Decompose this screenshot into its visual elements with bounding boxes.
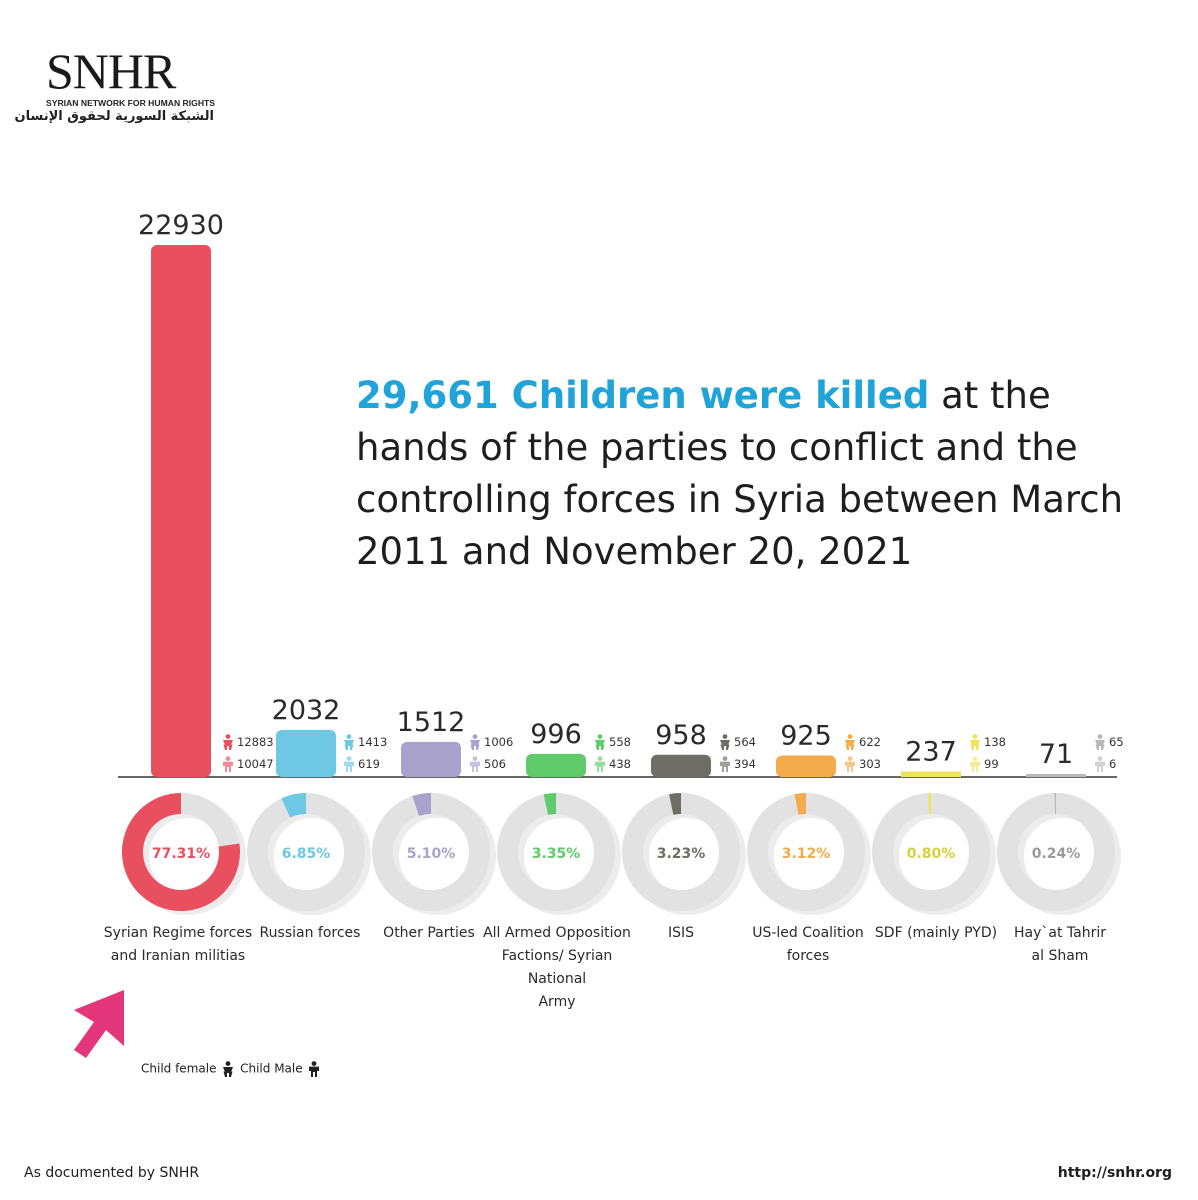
male-icon-1 bbox=[344, 756, 354, 772]
logo-wordmark: SNHR bbox=[46, 43, 176, 99]
bar-4 bbox=[651, 754, 711, 777]
male-count-2: 506 bbox=[484, 757, 506, 771]
category-label-line: ISIS bbox=[667, 925, 695, 941]
male-count-3: 438 bbox=[609, 757, 631, 771]
donut-slice-2 bbox=[412, 793, 432, 817]
bar-5 bbox=[776, 755, 836, 777]
category-label-0: Syrian Regime forces and Iranian militias bbox=[93, 922, 263, 968]
legend-male-label: Child Male bbox=[240, 1061, 303, 1076]
bar-value-label-6: 237 bbox=[905, 737, 957, 768]
snhr-logo: SNHR SYRIAN NETWORK FOR HUMAN RIGHTS الش… bbox=[14, 43, 246, 124]
female-count-6: 138 bbox=[984, 735, 1006, 749]
female-count-7: 65 bbox=[1109, 735, 1124, 749]
female-count-5: 622 bbox=[859, 735, 881, 749]
bar-value-label-7: 71 bbox=[1039, 739, 1073, 770]
female-icon-0 bbox=[223, 734, 233, 750]
bar-6 bbox=[901, 771, 961, 777]
donut-percent-label-7: 0.24% bbox=[1032, 846, 1081, 862]
category-label-line: al Sham bbox=[1031, 948, 1089, 964]
donut-percent-label-6: 0.80% bbox=[907, 846, 956, 862]
bar-value-label-2: 1512 bbox=[397, 707, 466, 738]
female-count-2: 1006 bbox=[484, 735, 513, 749]
category-label-5: US-led Coalition forces bbox=[723, 922, 893, 968]
category-label-4: ISIS bbox=[596, 922, 766, 945]
headline-rest: at the hands of the parties to conflict … bbox=[356, 374, 1124, 573]
female-icon-6 bbox=[970, 734, 980, 750]
category-label-line: Syrian Regime forces bbox=[103, 925, 253, 941]
male-count-4: 394 bbox=[734, 757, 756, 771]
category-label-line: Factions/ Syrian National bbox=[501, 948, 613, 987]
male-icon-2 bbox=[470, 756, 480, 772]
donut-percent-label-3: 3.35% bbox=[532, 846, 581, 862]
category-label-line: All Armed Opposition bbox=[483, 925, 631, 941]
female-count-4: 564 bbox=[734, 735, 756, 749]
headline: 29,661 Children were killed at the hands… bbox=[356, 370, 1156, 578]
category-label-line: Other Parties bbox=[383, 925, 475, 941]
category-label-7: Hay`at Tahrir al Sham bbox=[975, 922, 1145, 968]
bar-value-label-0: 22930 bbox=[138, 210, 224, 241]
category-label-line: Hay`at Tahrir bbox=[1014, 925, 1106, 941]
donut-percent-label-5: 3.12% bbox=[782, 846, 831, 862]
pointer-arrow bbox=[74, 990, 124, 1058]
bar-2 bbox=[401, 741, 461, 777]
child-male-icon bbox=[309, 1061, 320, 1077]
legend-female-label: Child female bbox=[141, 1061, 217, 1076]
donut-percent-label-1: 6.85% bbox=[282, 846, 331, 862]
bar-7 bbox=[1026, 774, 1086, 777]
male-icon-4 bbox=[720, 756, 730, 772]
category-label-3: All Armed Opposition Factions/ Syrian Nat… bbox=[472, 922, 642, 1014]
female-count-3: 558 bbox=[609, 735, 631, 749]
female-icon-3 bbox=[595, 734, 605, 750]
category-label-6: SDF (mainly PYD) bbox=[851, 922, 1021, 945]
female-icon-2 bbox=[470, 734, 480, 750]
child-female-icon bbox=[223, 1061, 234, 1077]
category-label-line: forces bbox=[786, 948, 830, 964]
male-icon-5 bbox=[845, 756, 855, 772]
donut-slice-1 bbox=[281, 793, 307, 818]
category-label-line: and Iranian militias bbox=[110, 948, 246, 964]
donut-slice-0 bbox=[122, 793, 240, 911]
category-label-line: Army bbox=[538, 994, 576, 1010]
category-label-line: Russian forces bbox=[259, 925, 361, 941]
male-icon-0 bbox=[223, 756, 233, 772]
bar-value-label-1: 2032 bbox=[272, 695, 341, 726]
donut-percent-label-4: 3.23% bbox=[657, 846, 706, 862]
male-icon-3 bbox=[595, 756, 605, 772]
bar-value-label-3: 996 bbox=[530, 719, 582, 750]
legend: Child female Child Male bbox=[141, 1061, 322, 1077]
male-icon-7 bbox=[1095, 756, 1105, 772]
female-icon-4 bbox=[720, 734, 730, 750]
donut-slice-4 bbox=[669, 793, 682, 815]
donut-slice-3 bbox=[543, 793, 557, 815]
male-count-5: 303 bbox=[859, 757, 881, 771]
category-label-line: US-led Coalition bbox=[752, 925, 864, 941]
female-count-0: 12883 bbox=[237, 735, 274, 749]
logo-english-name: SYRIAN NETWORK FOR HUMAN RIGHTS bbox=[46, 98, 216, 108]
category-label-line: SDF (mainly PYD) bbox=[874, 925, 998, 941]
female-count-1: 1413 bbox=[358, 735, 387, 749]
headline-highlight: 29,661 Children were killed bbox=[356, 374, 930, 417]
female-icon-5 bbox=[845, 734, 855, 750]
male-count-1: 619 bbox=[358, 757, 380, 771]
bar-1 bbox=[276, 729, 336, 777]
category-label-1: Russian forces bbox=[225, 922, 395, 945]
female-icon-7 bbox=[1095, 734, 1105, 750]
logo-arabic-name: الشبكة السورية لحقوق الإنسان bbox=[14, 109, 214, 124]
female-icon-1 bbox=[344, 734, 354, 750]
category-label-2: Other Parties bbox=[344, 922, 514, 945]
bar-value-label-5: 925 bbox=[780, 721, 832, 752]
male-icon-6 bbox=[970, 756, 980, 772]
donut-slice-5 bbox=[794, 793, 807, 815]
footer-url[interactable]: http://snhr.org bbox=[1057, 1165, 1172, 1181]
footer-source: As documented by SNHR bbox=[24, 1165, 200, 1181]
bar-0 bbox=[151, 245, 211, 777]
bar-3 bbox=[526, 753, 586, 777]
bar-value-label-4: 958 bbox=[655, 720, 707, 751]
donut-percent-label-2: 5.10% bbox=[407, 846, 456, 862]
donut-percent-label-0: 77.31% bbox=[152, 846, 210, 862]
male-count-7: 6 bbox=[1109, 757, 1116, 771]
male-count-6: 99 bbox=[984, 757, 999, 771]
male-count-0: 10047 bbox=[237, 757, 274, 771]
